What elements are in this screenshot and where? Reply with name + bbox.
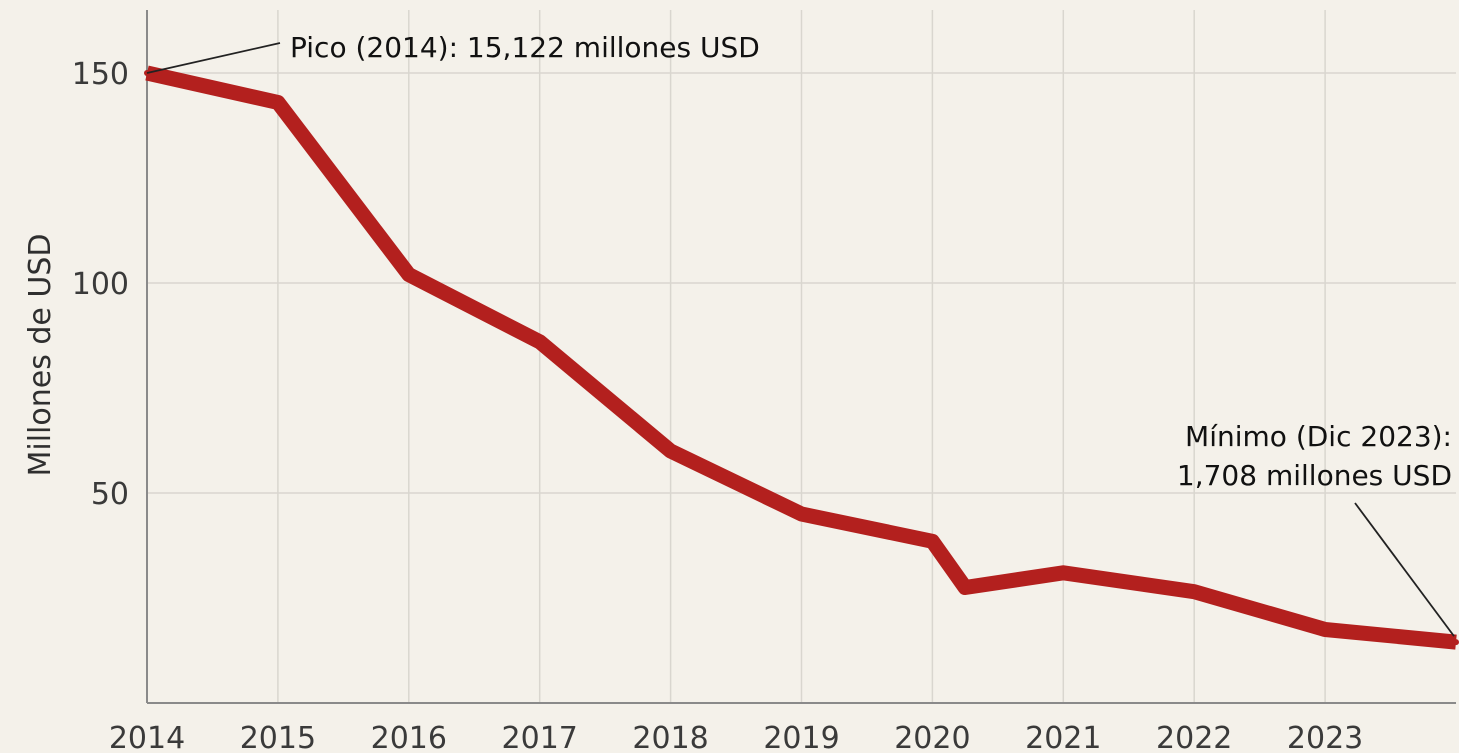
data-point <box>667 448 674 454</box>
min-annotation-line-1: Mínimo (Dic 2023): <box>1185 420 1452 453</box>
min-annotation-line-2: 1,708 millones USD <box>1177 459 1452 492</box>
data-point <box>1191 588 1198 595</box>
data-point <box>536 338 543 345</box>
x-tick-label: 2017 <box>502 721 578 753</box>
data-point <box>405 271 412 278</box>
series-line <box>145 65 1457 650</box>
x-tick-label: 2016 <box>371 721 447 753</box>
y-tick-label: 100 <box>72 267 129 302</box>
grid <box>146 10 1456 703</box>
x-tick-label: 2023 <box>1287 721 1363 753</box>
peak-annotation: Pico (2014): 15,122 millones USD <box>290 31 760 64</box>
y-axis-title: Millones de USD <box>23 233 58 476</box>
series <box>144 65 1459 650</box>
x-tick-label: 2022 <box>1156 721 1232 753</box>
x-tick-label: 2015 <box>240 721 316 753</box>
min-leader-line <box>1354 502 1455 637</box>
data-point <box>962 584 969 591</box>
x-tick-label: 2014 <box>109 721 185 753</box>
data-point <box>274 99 281 106</box>
x-tick-label: 2019 <box>763 721 839 753</box>
y-tick-label: 50 <box>91 477 129 512</box>
annotations: Pico (2014): 15,122 millones USD Mínimo (… <box>146 31 1455 637</box>
data-point <box>798 511 805 517</box>
axes: 2014 2015 2016 2017 2018 2019 2020 2021 2022 2023… <box>72 10 1456 753</box>
x-tick-label: 2020 <box>894 721 970 753</box>
y-tick-label: 150 <box>72 57 129 92</box>
data-point <box>1060 569 1067 576</box>
data-point <box>929 538 936 545</box>
data-point <box>1453 639 1459 646</box>
x-tick-label: 2018 <box>632 721 708 753</box>
peak-leader-line <box>146 42 281 74</box>
x-tick-label: 2021 <box>1025 721 1101 753</box>
data-point <box>1322 626 1329 633</box>
